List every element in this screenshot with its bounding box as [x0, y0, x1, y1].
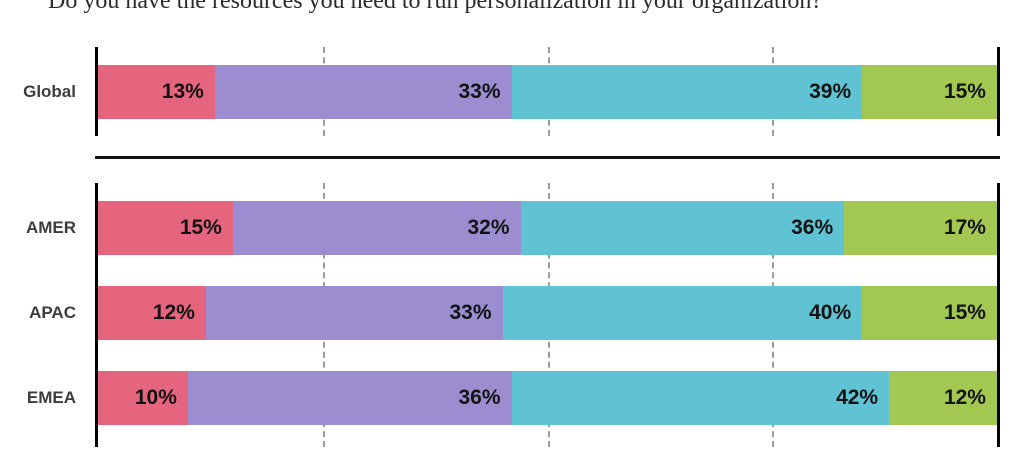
segment-value-label: 32% — [467, 215, 510, 239]
category-label-apac: APAC — [29, 302, 76, 322]
segment-purple: 33% — [214, 64, 512, 119]
segment-value-label: 15% — [943, 300, 986, 324]
segment-value-label: 17% — [943, 215, 986, 239]
bar-row-global: Global 13% 33% 39% 15% — [23, 47, 997, 136]
segment-teal: 40% — [502, 285, 863, 340]
plot-area-regions: AMER 15% 32% 36% 17% APAC 12% 33% 40% 15% EMEA 10% 3… — [26, 183, 1000, 448]
segment-value-label: 39% — [809, 79, 852, 103]
segment-teal: 36% — [520, 200, 845, 255]
segment-value-label: 33% — [458, 79, 501, 103]
stacked-bar-global: 13% 33% 39% 15% — [98, 64, 997, 119]
segment-green: 15% — [862, 285, 997, 340]
segment-green: 17% — [844, 200, 997, 255]
segment-teal: 39% — [511, 64, 863, 119]
segment-value-label: 12% — [152, 300, 195, 324]
segment-value-label: 15% — [943, 79, 986, 103]
segment-value-label: 10% — [134, 385, 177, 409]
segment-value-label: 36% — [458, 385, 501, 409]
category-label-emea: EMEA — [26, 387, 76, 407]
segment-value-label: 12% — [943, 385, 986, 409]
segment-pink: 13% — [98, 64, 215, 119]
segment-value-label: 40% — [809, 300, 852, 324]
plot-area-global: Global 13% 33% 39% 15% — [23, 47, 1000, 137]
chart-regions: AMER 15% 32% 36% 17% APAC 12% 33% 40% 15% EMEA 10% 3… — [26, 183, 1000, 448]
segment-pink: 10% — [98, 370, 188, 425]
segment-green: 15% — [862, 64, 997, 119]
segment-value-label: 13% — [161, 79, 204, 103]
bar-row-apac: APAC 12% 33% 40% 15% — [29, 270, 997, 355]
bar-row-amer: AMER 15% 32% 36% 17% — [26, 185, 997, 270]
segment-purple: 33% — [205, 285, 503, 340]
segment-teal: 42% — [511, 370, 890, 425]
stacked-bar-apac: 12% 33% 40% 15% — [98, 285, 997, 340]
segment-purple: 36% — [187, 370, 512, 425]
segment-value-label: 15% — [179, 215, 222, 239]
stacked-bar-amer: 15% 32% 36% 17% — [98, 200, 997, 255]
segment-value-label: 42% — [836, 385, 879, 409]
category-label-amer: AMER — [25, 217, 76, 237]
segment-pink: 15% — [98, 200, 233, 255]
stacked-bar-emea: 10% 36% 42% 12% — [98, 370, 997, 425]
segment-purple: 32% — [232, 200, 521, 255]
segment-value-label: 36% — [791, 215, 834, 239]
chart-global: Global 13% 33% 39% 15% — [23, 47, 1000, 137]
segment-green: 12% — [889, 370, 997, 425]
segment-value-label: 33% — [449, 300, 492, 324]
segment-pink: 12% — [98, 285, 206, 340]
chart-divider — [95, 156, 1000, 160]
bar-row-emea: EMEA 10% 36% 42% 12% — [27, 355, 997, 440]
category-label-global: Global — [23, 81, 76, 101]
chart-title: Do you have the resources you need to ru… — [48, 0, 822, 14]
